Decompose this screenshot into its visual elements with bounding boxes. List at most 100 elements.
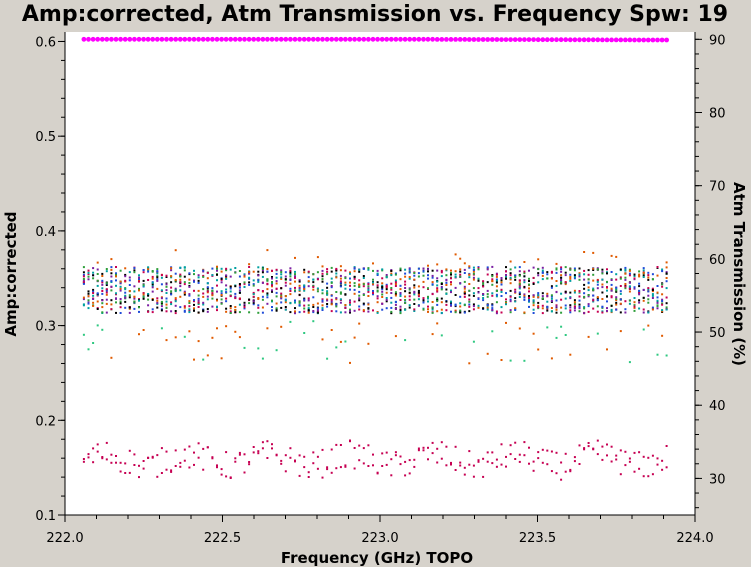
data-point (440, 334, 443, 337)
data-point (289, 271, 292, 274)
atm-point (632, 37, 637, 43)
data-point (133, 301, 136, 304)
data-point (257, 347, 260, 350)
data-point (115, 273, 117, 276)
data-point (661, 283, 664, 286)
data-point (367, 295, 370, 297)
data-point (450, 281, 452, 284)
data-point (174, 465, 177, 467)
data-point (170, 470, 173, 473)
atm-point (127, 36, 133, 42)
y2-tick-label: 80 (709, 107, 726, 122)
data-point (179, 295, 182, 298)
data-point (560, 311, 563, 314)
data-point (560, 298, 563, 301)
data-point (179, 266, 182, 269)
atm-point (86, 36, 91, 42)
data-point (583, 312, 586, 315)
data-point (633, 286, 636, 289)
data-point (394, 281, 397, 284)
data-point (119, 285, 122, 288)
data-point (619, 277, 622, 280)
data-point (367, 287, 370, 290)
atm-point (664, 37, 669, 43)
data-point (550, 307, 553, 309)
data-point (463, 287, 466, 290)
data-point (601, 310, 604, 313)
data-point (573, 267, 576, 270)
data-point (642, 328, 645, 331)
y-tick-label: 0.2 (35, 414, 56, 429)
data-point (257, 304, 260, 307)
data-point (482, 285, 485, 288)
data-point (193, 463, 195, 466)
data-point (606, 348, 608, 351)
data-point (339, 285, 342, 288)
data-point (124, 273, 127, 276)
data-point (486, 266, 489, 269)
data-point (628, 290, 631, 293)
data-point (188, 466, 191, 469)
data-point (592, 251, 595, 254)
data-point (436, 287, 439, 290)
data-point (261, 269, 264, 272)
data-point (606, 289, 608, 292)
data-point (349, 308, 351, 311)
data-point (321, 265, 324, 268)
atm-point (586, 37, 591, 43)
data-point (431, 283, 434, 286)
data-point (179, 306, 182, 309)
data-point (275, 295, 278, 298)
data-point (165, 303, 168, 306)
data-point (138, 299, 140, 302)
data-point (220, 270, 223, 273)
data-point (289, 293, 292, 296)
data-point (601, 271, 604, 274)
data-point (225, 307, 228, 310)
data-point (385, 307, 388, 310)
data-point (344, 465, 347, 468)
data-point (119, 461, 122, 464)
data-point (289, 287, 292, 290)
data-point (179, 289, 182, 292)
data-point (573, 305, 576, 308)
data-point (436, 447, 439, 450)
data-point (523, 359, 526, 362)
data-point (381, 290, 384, 293)
data-point (202, 288, 205, 291)
data-point (248, 463, 251, 466)
data-point (238, 270, 241, 272)
data-point (404, 272, 407, 275)
data-point (174, 272, 177, 275)
data-point (156, 276, 159, 279)
data-point (124, 462, 127, 465)
data-point (330, 294, 333, 297)
data-point (624, 278, 627, 281)
atm-point (150, 36, 156, 42)
data-point (339, 298, 342, 301)
data-point (335, 298, 338, 301)
atm-point (572, 37, 578, 43)
data-point (385, 297, 388, 299)
data-point (119, 281, 122, 284)
atm-point (168, 36, 174, 42)
data-point (528, 297, 530, 299)
data-point (459, 311, 462, 314)
atm-point (476, 37, 481, 42)
data-point (445, 284, 448, 286)
data-point (628, 457, 631, 460)
data-point (573, 299, 576, 302)
data-point (601, 268, 604, 271)
data-point (216, 290, 218, 293)
data-point (294, 307, 296, 310)
data-point (523, 293, 526, 296)
atm-point (558, 37, 564, 43)
data-point (615, 278, 618, 281)
data-point (82, 266, 85, 269)
data-point (642, 455, 645, 458)
data-point (252, 283, 255, 286)
data-point (179, 275, 182, 278)
data-point (206, 354, 209, 357)
atm-point (407, 36, 413, 42)
data-point (133, 269, 136, 272)
